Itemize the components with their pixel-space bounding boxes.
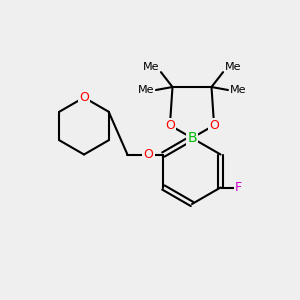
Text: Me: Me — [138, 85, 154, 95]
Text: O: O — [79, 91, 89, 104]
Text: Me: Me — [143, 62, 160, 72]
Text: Me: Me — [224, 62, 241, 72]
Text: O: O — [165, 119, 175, 132]
Text: B: B — [187, 131, 197, 145]
Text: O: O — [209, 119, 219, 132]
Text: F: F — [235, 181, 242, 194]
Text: Me: Me — [230, 85, 246, 95]
Text: O: O — [143, 148, 153, 161]
